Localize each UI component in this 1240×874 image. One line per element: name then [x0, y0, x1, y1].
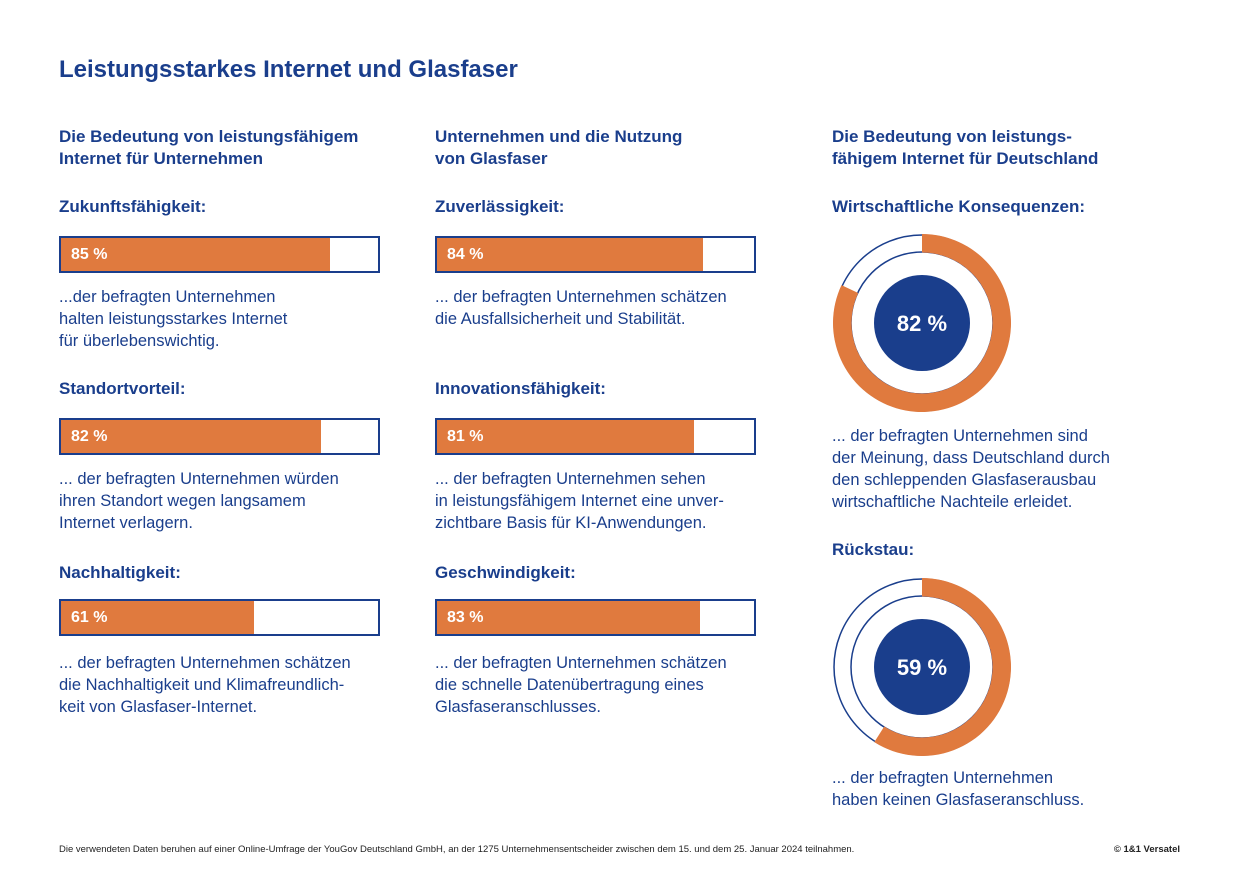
stat-label: Zuverlässigkeit: [435, 197, 565, 216]
donut-value-label: 82 % [897, 311, 947, 336]
stat-zukunftsfaehigkeit: Zukunftsfähigkeit: 85 % ...der befragten… [59, 196, 419, 350]
donut-value-label: 59 % [897, 655, 947, 680]
stat-description: ... der befragten Unternehmen sehen in l… [435, 470, 724, 532]
column-deutschland-bedeutung: Die Bedeutung von leistungs- fähigem Int… [832, 126, 1192, 826]
donut-chart: 59 % [833, 578, 1011, 756]
donut-center [874, 275, 970, 371]
progress-bar: 84 % [435, 236, 756, 273]
copyright: © 1&1 Versatel [1113, 844, 1180, 855]
stat-label: Zukunftsfähigkeit: [59, 197, 207, 216]
bar-fill [61, 238, 331, 271]
stat-description: ... der befragten Unternehmen schätzen d… [435, 654, 727, 716]
page-title: Leistungsstarkes Internet und Glasfaser [59, 56, 518, 83]
progress-bar: 85 % [59, 236, 380, 273]
bar-value-label: 83 % [447, 609, 484, 626]
bar-fill [437, 420, 694, 453]
stat-rueckstau: Rückstau: 59 % ... der befragten Unterne… [832, 539, 1192, 809]
stat-standortvorteil: Standortvorteil: 82 % ... der befragten … [59, 378, 419, 532]
bar-value-label: 84 % [447, 246, 484, 263]
column-unternehmen-bedeutung: Die Bedeutung von leistungsfähigem Inter… [59, 126, 419, 746]
column-glasfaser-nutzung: Unternehmen und die Nutzung von Glasfase… [435, 126, 795, 746]
donut-chart: 82 % [833, 234, 1011, 412]
stat-description: ...der befragten Unternehmen halten leis… [59, 288, 288, 350]
stat-nachhaltigkeit: Nachhaltigkeit: 61 % ... der befragten U… [59, 562, 419, 716]
bar-value-label: 85 % [71, 246, 108, 263]
footer-source-note: Die verwendeten Daten beruhen auf einer … [59, 844, 855, 855]
bar-value-label: 61 % [71, 609, 108, 626]
donut-center [874, 619, 970, 715]
progress-bar: 82 % [59, 418, 380, 455]
stat-label: Standortvorteil: [59, 379, 186, 398]
stat-zuverlaessigkeit: Zuverlässigkeit: 84 % ... der befragten … [435, 196, 795, 328]
stat-description: ... der befragten Unternehmen würden ihr… [59, 470, 339, 532]
stat-label: Geschwindigkeit: [435, 563, 576, 582]
stat-label: Innovationsfähigkeit: [435, 379, 606, 398]
stat-wirtschaftliche-konsequenzen: Wirtschaftliche Konsequenzen: 82 % ... d… [832, 196, 1192, 511]
stat-description: ... der befragten Unternehmen schätzen d… [435, 288, 727, 328]
bar-fill [61, 601, 255, 634]
column-heading: Die Bedeutung von leistungs- fähigem Int… [832, 127, 1099, 168]
donut-arc [874, 578, 1011, 756]
stat-description: ... der befragten Unternehmen sind der M… [832, 427, 1110, 511]
bar-fill [437, 601, 701, 634]
bar-fill [61, 420, 321, 453]
stat-description: ... der befragten Unternehmen schätzen d… [59, 654, 351, 716]
progress-bar: 81 % [435, 418, 756, 455]
progress-bar: 61 % [59, 599, 380, 636]
stat-description: ... der befragten Unternehmen haben kein… [832, 769, 1085, 809]
bar-fill [437, 238, 704, 271]
column-heading: Die Bedeutung von leistungsfähigem Inter… [59, 127, 359, 168]
stat-label: Nachhaltigkeit: [59, 563, 181, 582]
bar-value-label: 81 % [447, 428, 484, 445]
column-heading: Unternehmen und die Nutzung von Glasfase… [435, 127, 683, 168]
stat-innovationsfaehigkeit: Innovationsfähigkeit: 81 % ... der befra… [435, 378, 795, 532]
progress-bar: 83 % [435, 599, 756, 636]
stat-geschwindigkeit: Geschwindigkeit: 83 % ... der befragten … [435, 562, 795, 716]
bar-value-label: 82 % [71, 428, 108, 445]
stat-label: Rückstau: [832, 540, 915, 559]
stat-label: Wirtschaftliche Konsequenzen: [832, 197, 1085, 216]
